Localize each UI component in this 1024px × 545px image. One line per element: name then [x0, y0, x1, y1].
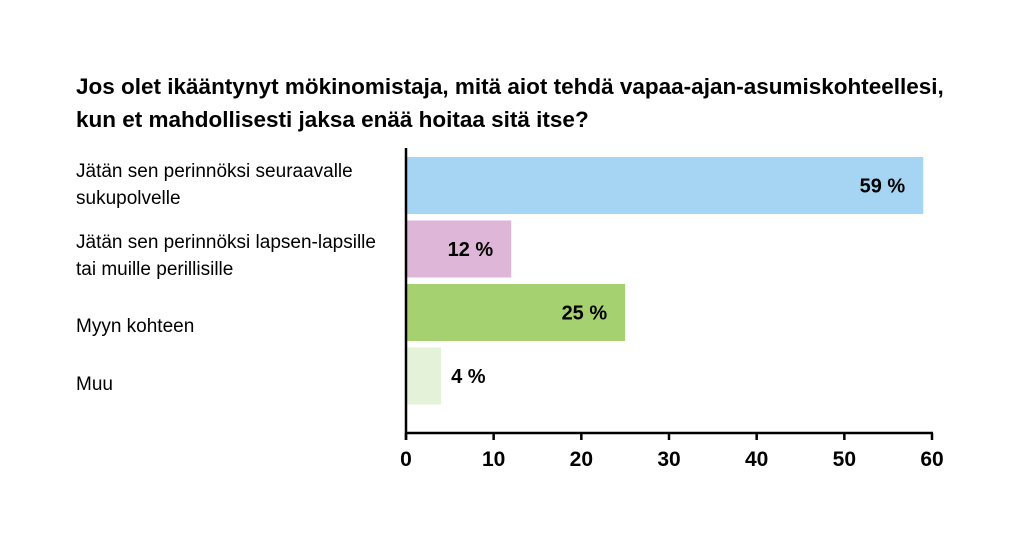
bar-3	[406, 347, 442, 405]
x-tick-label-5: 50	[833, 448, 856, 471]
data-label-3: 4 %	[451, 366, 486, 388]
data-label-0: 59 %	[860, 176, 906, 198]
x-axis: 0 10 20 30 40 50 60	[400, 148, 944, 471]
bar-0	[406, 157, 924, 214]
data-label-2: 25 %	[562, 303, 608, 325]
x-tick-label-3: 30	[657, 448, 680, 471]
x-tick-label-0: 0	[400, 448, 412, 471]
chart-title: Jos olet ikääntynyt mökinomistaja, mitä …	[76, 74, 944, 132]
bars-group: 59 % 12 % 25 % 4 %	[406, 157, 924, 405]
bar-1	[406, 220, 512, 278]
x-tick-label-6: 60	[920, 448, 943, 471]
bar-2	[406, 284, 626, 341]
x-tick-label-2: 20	[570, 448, 593, 471]
category-label-3: Muu	[76, 374, 113, 395]
x-tick-label-4: 40	[745, 448, 768, 471]
data-label-1: 12 %	[448, 239, 494, 261]
category-label-2: Myyn kohteen	[76, 316, 195, 337]
category-label-1: Jätän sen perinnöksi lapsen-lapsille tai…	[76, 232, 376, 280]
x-tick-label-1: 10	[482, 448, 505, 471]
category-label-0: Jätän sen perinnöksi seuraavalle sukupol…	[76, 161, 353, 209]
